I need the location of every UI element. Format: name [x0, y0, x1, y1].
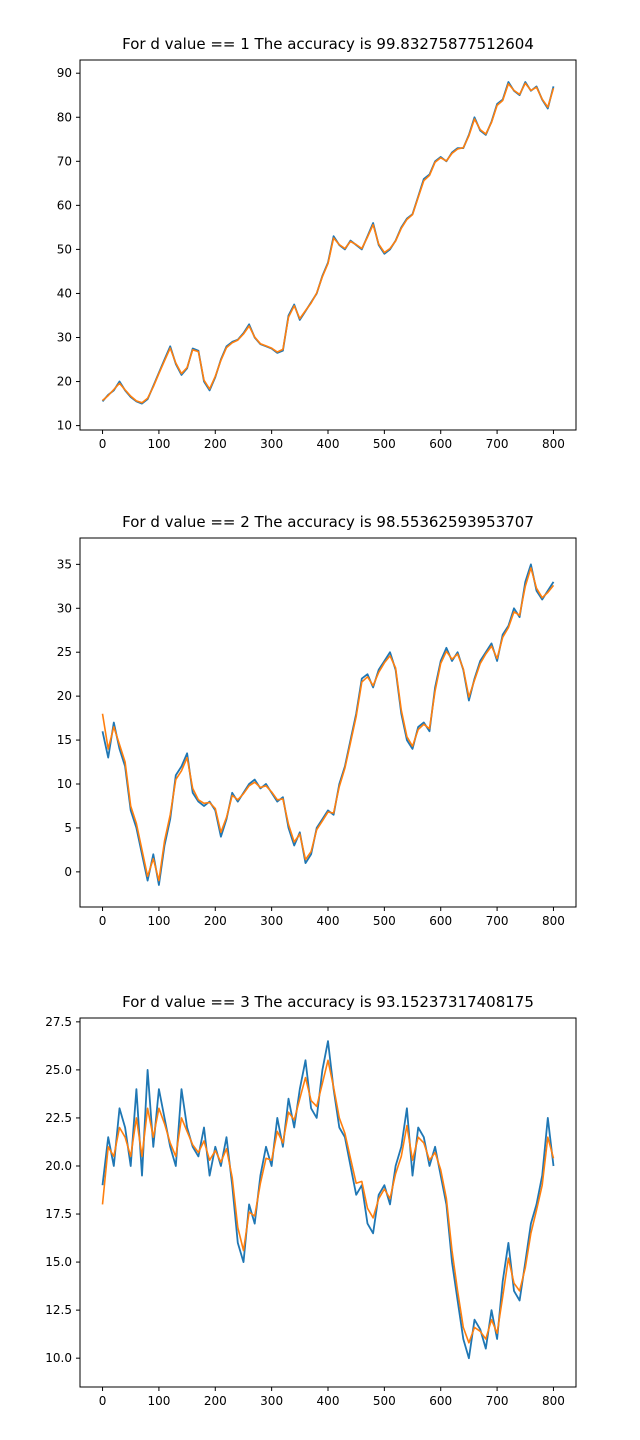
series-line-2 [101, 1059, 555, 1344]
y-tick-label: 10 [57, 777, 72, 791]
y-tick-label: 35 [57, 557, 72, 571]
x-tick-label: 100 [147, 914, 170, 928]
x-tick-label: 800 [542, 437, 565, 451]
chart-2: For d value == 2 The accuracy is 98.5536… [57, 513, 577, 928]
y-tick-label: 20 [57, 375, 72, 389]
y-tick-label: 90 [57, 66, 72, 80]
y-tick-label: 10.0 [45, 1351, 72, 1365]
chart-1: For d value == 1 The accuracy is 99.8327… [57, 35, 577, 451]
x-tick-label: 600 [429, 1394, 452, 1408]
y-tick-label: 10 [57, 419, 72, 433]
x-tick-label: 500 [373, 437, 396, 451]
x-tick-label: 400 [317, 437, 340, 451]
plot-area [79, 1017, 577, 1388]
y-tick-label: 17.5 [45, 1207, 72, 1221]
x-tick-label: 0 [99, 437, 107, 451]
series-line-2 [101, 567, 555, 882]
x-tick-label: 600 [429, 914, 452, 928]
chart-3: For d value == 3 The accuracy is 93.1523… [45, 993, 577, 1408]
x-tick-label: 700 [486, 1394, 509, 1408]
y-tick-label: 50 [57, 242, 72, 256]
x-tick-label: 400 [317, 914, 340, 928]
y-tick-label: 27.5 [45, 1015, 72, 1029]
x-tick-label: 600 [429, 437, 452, 451]
x-tick-label: 300 [260, 437, 283, 451]
chart-title: For d value == 1 The accuracy is 99.8327… [122, 35, 534, 53]
x-tick-label: 400 [317, 1394, 340, 1408]
x-tick-label: 0 [99, 914, 107, 928]
x-tick-label: 800 [542, 1394, 565, 1408]
x-tick-label: 800 [542, 914, 565, 928]
y-tick-label: 30 [57, 601, 72, 615]
y-tick-label: 40 [57, 286, 72, 300]
y-tick-label: 80 [57, 110, 72, 124]
y-tick-label: 25.0 [45, 1063, 72, 1077]
x-tick-label: 300 [260, 1394, 283, 1408]
plot-area [79, 537, 577, 908]
x-tick-label: 100 [147, 437, 170, 451]
x-tick-label: 700 [486, 437, 509, 451]
x-tick-label: 200 [204, 914, 227, 928]
y-tick-label: 15.0 [45, 1255, 72, 1269]
series-group [101, 563, 555, 886]
series-group [101, 81, 555, 405]
y-tick-label: 5 [64, 821, 72, 835]
y-tick-label: 60 [57, 198, 72, 212]
y-tick-label: 15 [57, 733, 72, 747]
x-tick-label: 0 [99, 1394, 107, 1408]
y-tick-label: 25 [57, 645, 72, 659]
x-tick-label: 200 [204, 437, 227, 451]
plot-area [79, 59, 577, 431]
x-tick-label: 100 [147, 1394, 170, 1408]
y-tick-label: 0 [64, 865, 72, 879]
chart-title: For d value == 3 The accuracy is 93.1523… [122, 993, 534, 1011]
x-tick-label: 500 [373, 914, 396, 928]
chart-title: For d value == 2 The accuracy is 98.5536… [122, 513, 534, 531]
y-tick-label: 30 [57, 331, 72, 345]
y-tick-label: 70 [57, 154, 72, 168]
x-tick-label: 200 [204, 1394, 227, 1408]
series-line-2 [101, 82, 555, 404]
y-tick-label: 20.0 [45, 1159, 72, 1173]
x-tick-label: 500 [373, 1394, 396, 1408]
y-tick-label: 20 [57, 689, 72, 703]
series-group [101, 1040, 555, 1360]
x-tick-label: 700 [486, 914, 509, 928]
x-tick-label: 300 [260, 914, 283, 928]
y-tick-label: 22.5 [45, 1111, 72, 1125]
y-tick-label: 12.5 [45, 1303, 72, 1317]
